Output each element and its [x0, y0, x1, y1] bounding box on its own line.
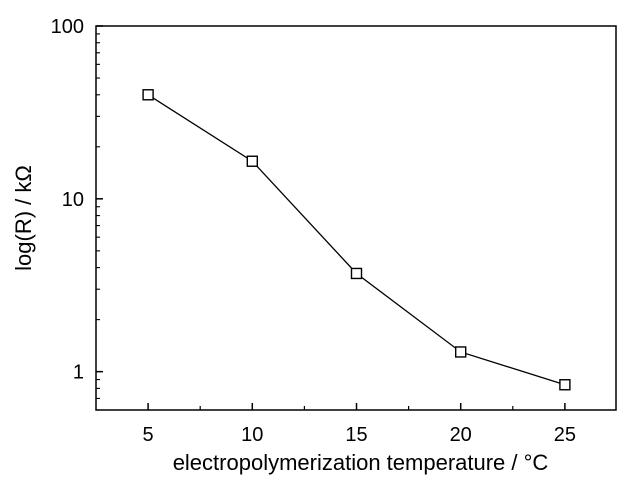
x-tick-label: 20: [450, 424, 472, 446]
x-tick-label: 5: [143, 424, 154, 446]
x-axis-label: electropolymerization temperature / °C: [173, 450, 549, 475]
x-tick-label: 10: [241, 424, 263, 446]
x-tick-label: 15: [345, 424, 367, 446]
y-tick-label: 100: [51, 16, 84, 38]
data-point-marker: [246, 155, 259, 167]
y-tick-label: 10: [62, 189, 84, 211]
series-line: [147, 94, 566, 386]
data-series: [147, 94, 566, 386]
axis-tick-labels: 5 10 15 20 25 1 10 100: [51, 16, 576, 446]
x-tick-label: 25: [554, 424, 576, 446]
axis-ticks: [96, 25, 566, 411]
plot-area-border: [95, 25, 617, 411]
data-point-marker: [455, 346, 467, 358]
data-markers: [142, 89, 571, 391]
data-point-marker: [559, 379, 571, 391]
data-point-marker: [142, 89, 154, 101]
plot-frame: [95, 25, 617, 411]
y-tick-label: 1: [73, 362, 84, 384]
data-point-marker: [350, 267, 363, 280]
y-axis-label: log(R) / kΩ: [11, 165, 36, 271]
